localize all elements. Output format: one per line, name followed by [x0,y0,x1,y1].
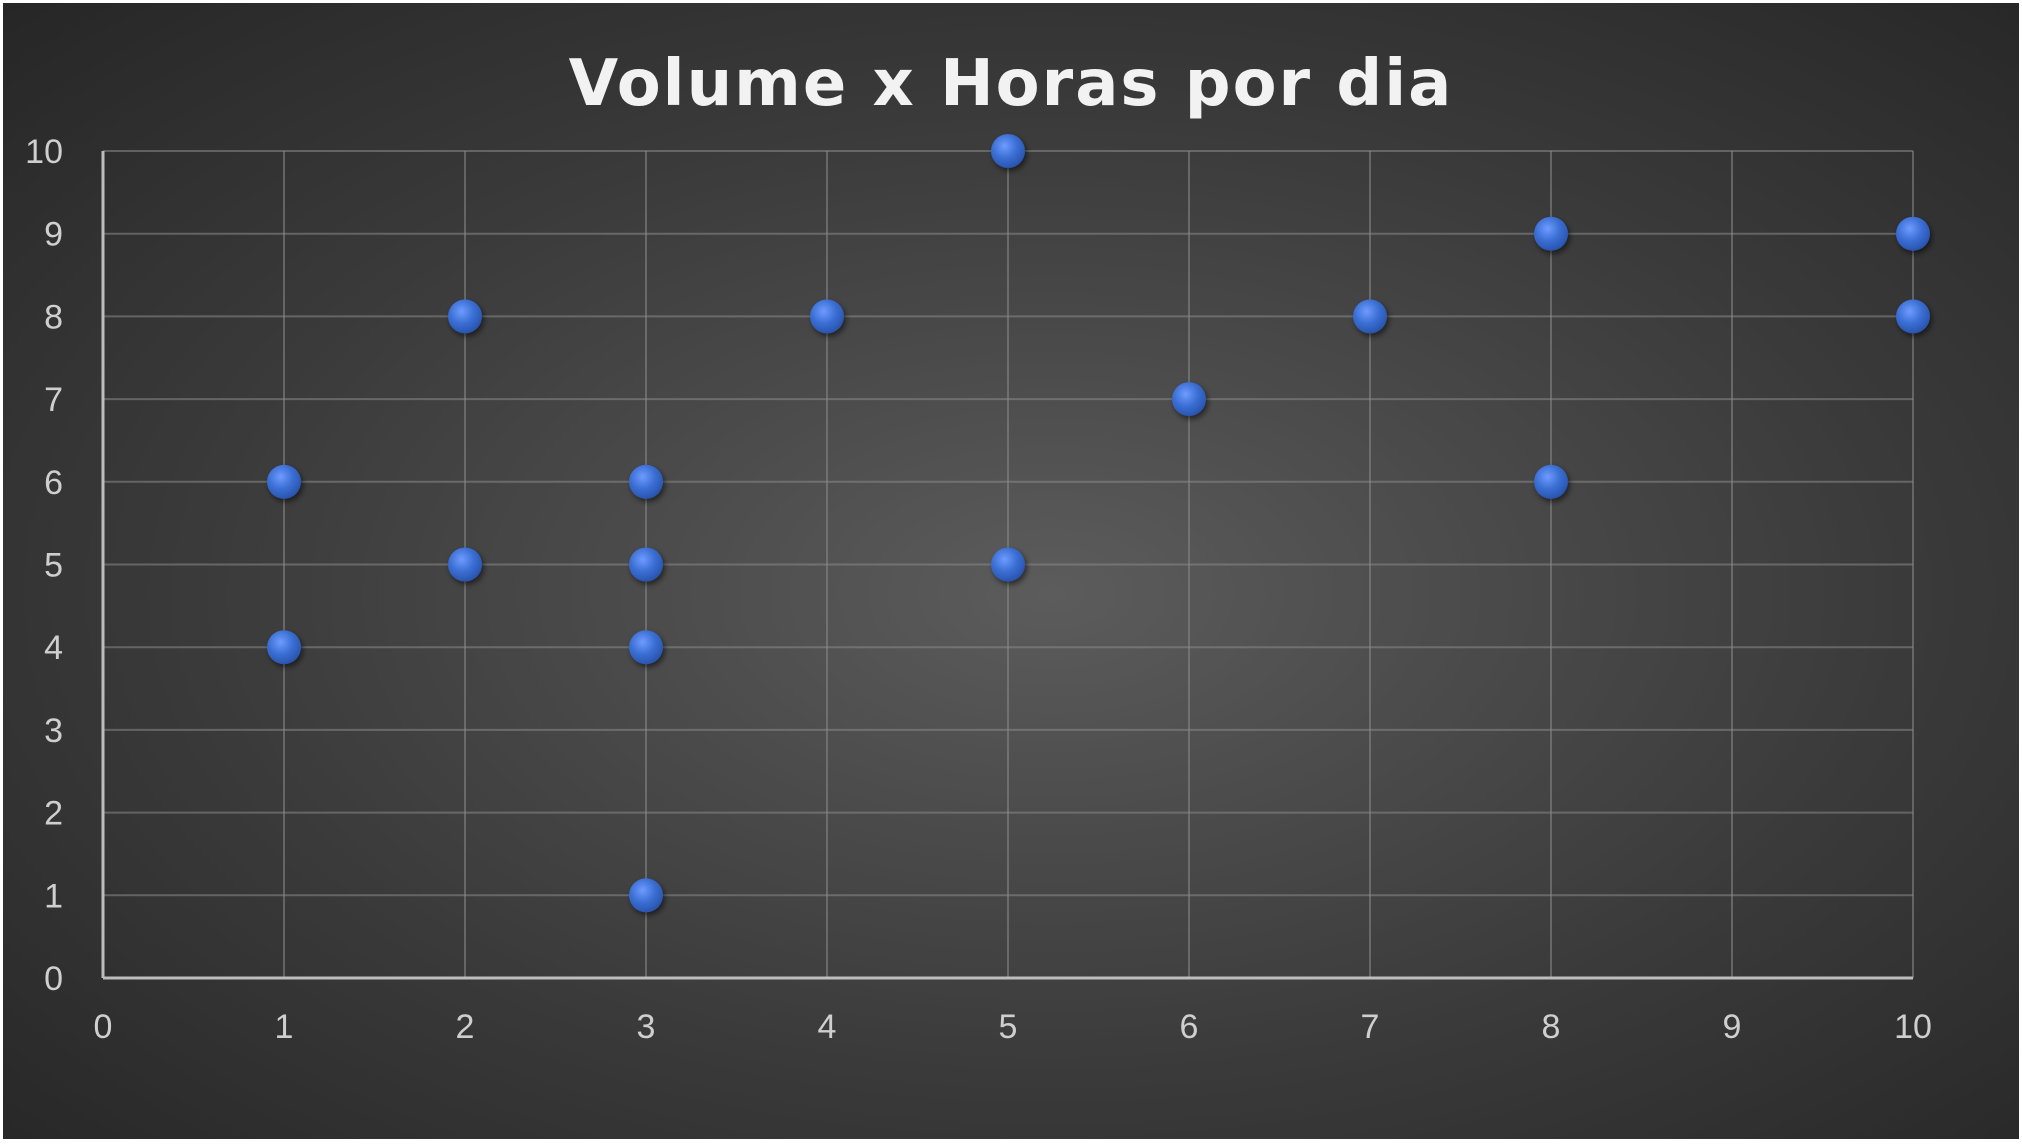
scatter-point [1896,216,1930,251]
y-tick-label: 6 [44,464,63,502]
scatter-point [448,299,482,334]
y-tick-label: 5 [44,547,63,585]
y-tick-label: 4 [44,629,63,667]
axes [101,151,1913,980]
scatter-point [991,134,1025,168]
scatter-point [629,878,663,913]
x-tick-label: 1 [275,1008,294,1046]
x-tick-label: 7 [1361,1008,1380,1046]
y-tick-label: 10 [25,133,63,171]
scatter-point [1534,464,1568,499]
scatter-point [1353,299,1387,334]
y-tick-label: 9 [44,216,63,254]
x-tick-label: 0 [94,1008,113,1046]
x-tick-label: 5 [999,1008,1018,1046]
y-tick-label: 7 [44,381,63,419]
scatter-point [1172,382,1206,417]
y-tick-label: 2 [44,795,63,833]
scatter-point [267,630,301,665]
x-tick-label: 9 [1723,1008,1742,1046]
y-tick-label: 1 [44,877,63,915]
x-tick-label: 8 [1542,1008,1561,1046]
y-tick-label: 0 [44,960,63,998]
tick-labels: 0 1 2 3 4 5 6 7 8 9 10 0 1 2 3 4 5 6 7 8 9 10 [25,133,1932,1046]
scatter-point [1534,216,1568,251]
scatter-point [267,464,301,499]
scatter-point [629,464,663,499]
data-points [267,134,1930,913]
chart-frame: Volume x Horas por dia 0 1 2 3 4 5 6 7 8 9 10 0 1 2 3 4… [3,3,2019,1139]
scatter-point [629,547,663,582]
scatter-chart: Volume x Horas por dia 0 1 2 3 4 5 6 7 8 9 10 0 1 2 3 4… [25,47,1932,1046]
scatter-point [810,299,844,334]
x-tick-label: 3 [637,1008,656,1046]
chart-title: Volume x Horas por dia [569,47,1454,121]
scatter-point [629,630,663,665]
x-tick-label: 10 [1894,1008,1932,1046]
x-tick-label: 6 [1180,1008,1199,1046]
y-tick-label: 3 [44,712,63,750]
scatter-point [991,547,1025,582]
scatter-point [448,547,482,582]
y-tick-label: 8 [44,298,63,336]
x-tick-label: 4 [818,1008,837,1046]
x-tick-label: 2 [456,1008,475,1046]
scatter-point [1896,299,1930,334]
